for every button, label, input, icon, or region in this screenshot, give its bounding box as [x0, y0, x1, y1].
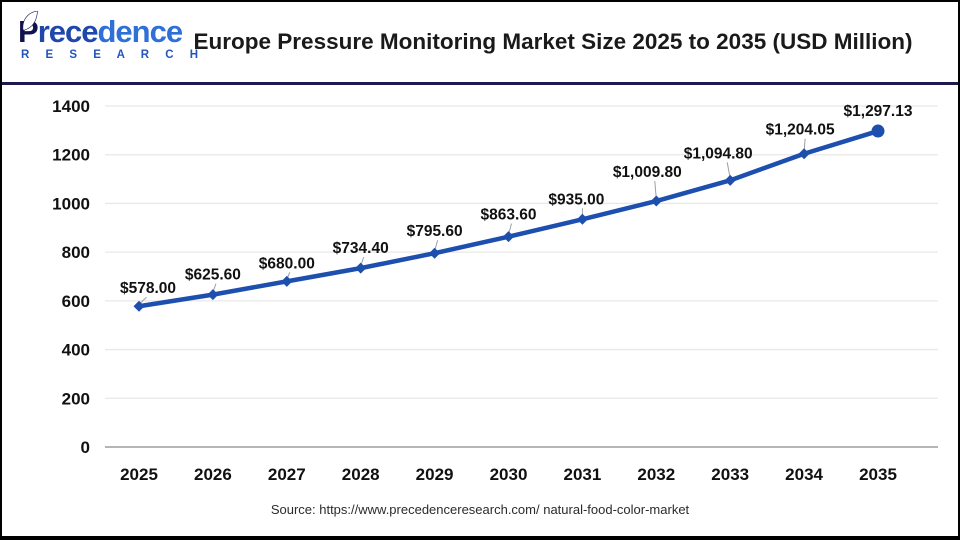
- y-tick-label: 1000: [52, 194, 90, 213]
- logo-letter-p: P: [18, 14, 39, 49]
- x-tick-label: 2032: [637, 465, 675, 484]
- data-point-label: $795.60: [407, 223, 463, 240]
- data-point-label: $863.60: [480, 207, 536, 224]
- data-point-marker: [133, 300, 145, 312]
- x-tick-label: 2033: [711, 465, 749, 484]
- data-point-label: $578.00: [120, 280, 176, 297]
- data-point-marker: [429, 247, 441, 259]
- logo-research-label: R E S E A R C H: [21, 49, 205, 61]
- y-tick-label: 800: [62, 243, 90, 262]
- x-tick-label: 2026: [194, 465, 232, 484]
- label-leader-line: [726, 162, 731, 179]
- y-tick-label: 1200: [52, 146, 90, 165]
- data-point-marker: [503, 231, 514, 243]
- x-tick-label: 2035: [859, 465, 897, 484]
- x-tick-label: 2025: [120, 465, 158, 484]
- label-leader-line: [212, 283, 217, 293]
- series-line: [136, 128, 881, 309]
- data-point-marker: [355, 262, 367, 274]
- label-leader-line: [434, 240, 439, 252]
- y-tick-label: 1400: [52, 97, 90, 116]
- data-point-label: $1,094.80: [684, 145, 753, 162]
- data-point-marker: [798, 148, 810, 160]
- label-leader-line: [138, 296, 147, 305]
- label-leader-line: [508, 223, 512, 235]
- label-leader-line: [654, 181, 657, 200]
- chart-title: Europe Pressure Monitoring Market Size 2…: [193, 29, 913, 54]
- y-tick-label: 400: [62, 341, 90, 360]
- x-tick-label: 2030: [490, 465, 528, 484]
- header: Precedence R E S E A R C H Europe Pressu…: [2, 2, 958, 82]
- x-tick-label: 2031: [563, 465, 601, 484]
- data-point-marker: [281, 275, 293, 287]
- data-point-label: $734.40: [333, 240, 389, 257]
- data-point-label: $680.00: [259, 255, 315, 272]
- x-tick-label: 2028: [342, 465, 380, 484]
- data-point-label: $1,204.05: [766, 122, 835, 139]
- y-tick-label: 200: [62, 389, 90, 408]
- precedence-research-logo: Precedence R E S E A R C H: [18, 11, 205, 61]
- y-tick-label: 0: [81, 438, 90, 457]
- y-tick-label: 600: [62, 292, 90, 311]
- source-attribution: Source: https://www.precedenceresearch.c…: [270, 502, 690, 517]
- data-point-marker: [871, 124, 885, 138]
- logo-wordmark: Precedence: [18, 11, 183, 49]
- data-point-label: $1,297.13: [844, 103, 913, 120]
- data-point-marker: [207, 289, 219, 301]
- data-point-marker: [724, 174, 736, 186]
- label-leader-line: [286, 272, 291, 280]
- data-point-label: $935.00: [548, 191, 604, 208]
- header-divider: [2, 82, 958, 85]
- label-leader-line: [803, 138, 806, 152]
- data-point-label: $1,009.80: [613, 164, 682, 181]
- data-point-marker: [576, 213, 588, 225]
- x-tick-label: 2029: [416, 465, 454, 484]
- data-point-marker: [650, 195, 662, 207]
- data-point-label: $625.60: [185, 267, 241, 284]
- x-tick-label: 2034: [785, 465, 823, 484]
- label-leader-line: [360, 256, 365, 267]
- x-tick-label: 2027: [268, 465, 306, 484]
